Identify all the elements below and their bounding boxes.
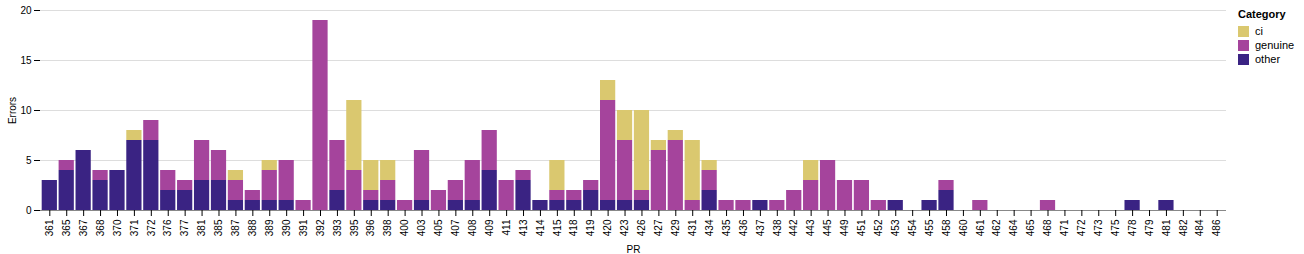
svg-text:387: 387 xyxy=(230,219,241,236)
svg-text:427: 427 xyxy=(653,219,664,236)
svg-text:434: 434 xyxy=(704,219,715,236)
svg-text:431: 431 xyxy=(687,219,698,236)
svg-text:473: 473 xyxy=(1093,219,1104,236)
svg-text:449: 449 xyxy=(839,219,850,236)
svg-text:442: 442 xyxy=(788,219,799,236)
svg-text:419: 419 xyxy=(585,219,596,236)
svg-text:451: 451 xyxy=(856,219,867,236)
svg-text:381: 381 xyxy=(196,219,207,236)
svg-text:418: 418 xyxy=(568,219,579,236)
svg-text:454: 454 xyxy=(907,219,918,236)
svg-text:396: 396 xyxy=(365,219,376,236)
svg-text:475: 475 xyxy=(1110,219,1121,236)
svg-text:435: 435 xyxy=(721,219,732,236)
svg-text:392: 392 xyxy=(315,219,326,236)
svg-text:PR: PR xyxy=(627,244,641,254)
svg-text:471: 471 xyxy=(1059,219,1070,236)
svg-text:437: 437 xyxy=(755,219,766,236)
svg-text:438: 438 xyxy=(772,219,783,236)
svg-text:484: 484 xyxy=(1194,219,1205,236)
svg-text:Errors: Errors xyxy=(7,97,18,124)
svg-text:0: 0 xyxy=(26,205,32,216)
svg-text:472: 472 xyxy=(1076,219,1087,236)
svg-text:385: 385 xyxy=(213,219,224,236)
svg-text:372: 372 xyxy=(146,219,157,236)
svg-text:445: 445 xyxy=(822,219,833,236)
svg-text:479: 479 xyxy=(1144,219,1155,236)
svg-text:413: 413 xyxy=(518,219,529,236)
svg-text:367: 367 xyxy=(78,219,89,236)
svg-text:455: 455 xyxy=(924,219,935,236)
svg-text:420: 420 xyxy=(602,219,613,236)
svg-text:405: 405 xyxy=(433,219,444,236)
svg-text:393: 393 xyxy=(332,219,343,236)
svg-text:15: 15 xyxy=(20,55,32,66)
svg-text:429: 429 xyxy=(670,219,681,236)
svg-text:395: 395 xyxy=(349,219,360,236)
svg-text:486: 486 xyxy=(1211,219,1222,236)
svg-text:388: 388 xyxy=(247,219,258,236)
svg-text:368: 368 xyxy=(95,219,106,236)
svg-text:398: 398 xyxy=(382,219,393,236)
svg-text:482: 482 xyxy=(1178,219,1189,236)
html-text:genuine: genuine xyxy=(1255,39,1295,51)
svg-text:478: 478 xyxy=(1127,219,1138,236)
svg-text:391: 391 xyxy=(298,219,309,236)
svg-text:403: 403 xyxy=(416,219,427,236)
svg-text:452: 452 xyxy=(873,219,884,236)
html-text:Category: Category xyxy=(1238,8,1286,20)
svg-text:407: 407 xyxy=(450,219,461,236)
svg-text:408: 408 xyxy=(467,219,478,236)
svg-text:411: 411 xyxy=(501,219,512,235)
svg-text:423: 423 xyxy=(619,219,630,236)
svg-text:426: 426 xyxy=(636,219,647,236)
svg-text:436: 436 xyxy=(738,219,749,236)
svg-text:458: 458 xyxy=(941,219,952,236)
svg-text:365: 365 xyxy=(61,219,72,236)
html-text:other: other xyxy=(1255,53,1281,65)
svg-text:377: 377 xyxy=(179,219,190,236)
svg-text:443: 443 xyxy=(805,219,816,236)
svg-text:370: 370 xyxy=(112,219,123,236)
svg-text:371: 371 xyxy=(129,219,140,236)
svg-text:460: 460 xyxy=(958,219,969,236)
svg-text:468: 468 xyxy=(1042,219,1053,236)
svg-text:462: 462 xyxy=(991,219,1002,236)
svg-text:376: 376 xyxy=(162,219,173,236)
svg-text:464: 464 xyxy=(1008,219,1019,236)
svg-text:461: 461 xyxy=(975,219,986,236)
svg-text:5: 5 xyxy=(26,155,32,166)
svg-text:414: 414 xyxy=(535,219,546,236)
svg-text:390: 390 xyxy=(281,219,292,236)
svg-text:481: 481 xyxy=(1161,219,1172,236)
svg-text:20: 20 xyxy=(20,5,32,16)
svg-text:389: 389 xyxy=(264,219,275,236)
svg-text:361: 361 xyxy=(44,219,55,236)
svg-text:409: 409 xyxy=(484,219,495,236)
svg-text:415: 415 xyxy=(552,219,563,236)
html-text:ci: ci xyxy=(1255,25,1263,37)
svg-text:400: 400 xyxy=(399,219,410,236)
svg-text:465: 465 xyxy=(1025,219,1036,236)
svg-text:10: 10 xyxy=(20,105,32,116)
svg-text:453: 453 xyxy=(890,219,901,236)
